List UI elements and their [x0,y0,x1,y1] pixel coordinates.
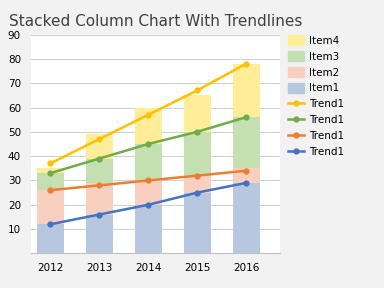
Legend: Item4, Item3, Item2, Item1, Trend1, Trend1, Trend1, Trend1: Item4, Item3, Item2, Item1, Trend1, Tren… [288,35,344,157]
Bar [184,132,210,176]
Title: Stacked Column Chart With Trendlines: Stacked Column Chart With Trendlines [9,14,302,29]
Bar [184,95,210,132]
Bar [37,173,64,190]
Bar [135,181,162,205]
Bar [37,224,64,253]
Bar [233,183,260,253]
Bar [37,168,64,173]
Bar [135,107,162,144]
Bar [86,183,113,215]
Bar [86,159,113,183]
Bar [184,193,210,253]
Bar [184,176,210,193]
Bar [86,134,113,159]
Bar [233,117,260,168]
Bar [135,205,162,253]
Bar [233,168,260,183]
Bar [86,215,113,253]
Bar [135,144,162,181]
Bar [37,190,64,224]
Bar [233,64,260,117]
